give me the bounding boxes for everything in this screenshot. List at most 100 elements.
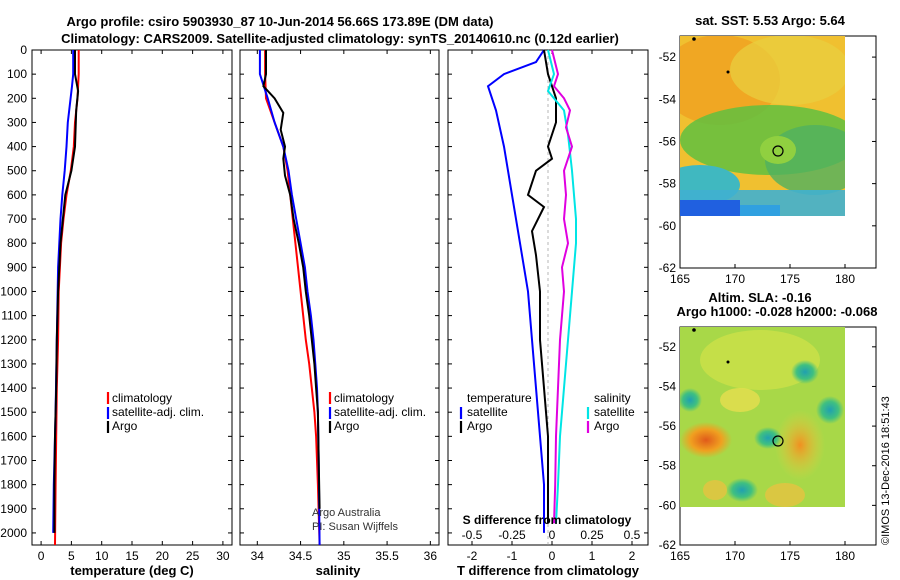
x-tick-label: 35 <box>337 549 351 563</box>
legend-label-satellite: satellite-adj. clim. <box>334 405 426 419</box>
x-tick-label: 0 <box>38 549 45 563</box>
x-tick-label: 35.5 <box>375 549 399 563</box>
x-tick-label: 36 <box>424 549 438 563</box>
sst-map-axes: 165 170 175 180 -52 -54 -56 -58 -60 -62 <box>659 50 876 286</box>
depth-tick-label: 1100 <box>1 309 27 323</box>
x-tick-label: -1 <box>507 549 518 563</box>
s-difference-axis: -0.5 -0.25 0 0.25 0.5 <box>462 528 641 542</box>
argo-position-marker <box>772 435 784 447</box>
x-tick-label: 1 <box>589 549 596 563</box>
salinity-plot-frame <box>239 49 440 546</box>
legend-label-t-argo: Argo <box>467 419 493 433</box>
temperature-plot-frame <box>31 49 233 546</box>
x-tick-label: -2 <box>467 549 478 563</box>
difference-legend: temperature satellite Argo salinity sate… <box>459 391 635 433</box>
map-dot <box>692 37 696 41</box>
x-tick-label: 25 <box>186 549 200 563</box>
map-x-tick-label: 165 <box>670 549 690 563</box>
map-y-tick-label: -62 <box>659 261 677 275</box>
legend-label-argo: Argo <box>334 419 360 433</box>
temperature-series-argo <box>53 50 80 533</box>
s-difference-tick-label: 0.25 <box>580 528 604 542</box>
argo-position-marker <box>772 145 784 157</box>
map-x-tick-label: 180 <box>835 549 855 563</box>
map-y-tick-label: -58 <box>659 177 677 191</box>
s-difference-tick-label: 0.5 <box>624 528 641 542</box>
x-tick-label: 34.5 <box>289 549 313 563</box>
difference-series-s-satellite <box>546 49 577 524</box>
difference-x-axis: -2 -1 0 1 2 <box>467 50 636 563</box>
s-difference-tick-label: -0.5 <box>462 528 483 542</box>
sst-map-field <box>680 36 845 216</box>
depth-tick-label: 1600 <box>0 429 27 443</box>
salinity-series-climatology <box>264 50 321 546</box>
credit-argo-australia: Argo Australia <box>312 507 381 519</box>
x-tick-label: 30 <box>216 549 230 563</box>
depth-tick-label: 1900 <box>0 502 27 516</box>
depth-tick-label: 1300 <box>0 357 27 371</box>
x-tick-label: 2 <box>629 549 636 563</box>
legend-label-climatology: climatology <box>334 391 394 405</box>
salinity-x-axis: 34 34.5 35 35.5 36 <box>251 50 438 563</box>
figure-title-line2: Climatology: CARS2009. Satellite-adjuste… <box>61 31 619 46</box>
x-tick-label: 20 <box>156 549 170 563</box>
depth-tick-label: 1700 <box>0 453 27 467</box>
x-tick-label: 34 <box>251 549 265 563</box>
difference-series-t-argo <box>526 49 557 524</box>
sst-map-title: sat. SST: 5.53 Argo: 5.64 <box>695 13 846 28</box>
depth-tick-label: 1500 <box>0 405 27 419</box>
map-y-tick-label: -52 <box>659 340 677 354</box>
depth-tick-label: 0 <box>20 43 27 57</box>
depth-tick-label: 1800 <box>0 478 27 492</box>
salinity-xlabel: salinity <box>316 563 362 578</box>
salinity-series <box>258 50 321 546</box>
map-y-tick-label: -56 <box>659 419 677 433</box>
legend-label-t-satellite: satellite <box>467 405 508 419</box>
legend-label-climatology: climatology <box>112 391 172 405</box>
depth-tick-label: 900 <box>7 260 27 274</box>
x-tick-label: 10 <box>95 549 109 563</box>
map-x-tick-label: 175 <box>780 549 800 563</box>
map-y-tick-label: -60 <box>659 498 677 512</box>
depth-tick-label: 800 <box>7 236 27 250</box>
temperature-xlabel: temperature (deg C) <box>70 563 194 578</box>
sla-map-field <box>680 327 845 507</box>
legend-label-s-argo: Argo <box>594 419 620 433</box>
map-y-tick-label: -62 <box>659 538 677 552</box>
depth-tick-label: 2000 <box>0 526 27 540</box>
map-y-tick-label: -54 <box>659 379 677 393</box>
depth-tick-label: 1000 <box>0 284 27 298</box>
salinity-series-satellite-adj-clim- <box>258 50 321 546</box>
depth-axis: 0 100 200 300 400 500 600 700 800 900 1000 1100 1200… <box>0 43 648 540</box>
x-tick-label: 0 <box>549 549 556 563</box>
depth-tick-label: 600 <box>7 188 27 202</box>
x-tick-label: 15 <box>125 549 139 563</box>
difference-series-s-argo <box>551 49 574 524</box>
depth-tick-label: 100 <box>7 67 27 81</box>
depth-tick-label: 300 <box>7 115 27 129</box>
map-x-tick-label: 165 <box>670 272 690 286</box>
depth-tick-label: 700 <box>7 212 27 226</box>
temperature-legend: climatology satellite-adj. clim. Argo <box>106 391 204 433</box>
depth-tick-label: 200 <box>7 91 27 105</box>
legend-label-argo: Argo <box>112 419 138 433</box>
legend-label-satellite: satellite-adj. clim. <box>112 405 204 419</box>
temperature-series <box>52 50 80 546</box>
depth-tick-label: 500 <box>7 164 27 178</box>
difference-series-t-satellite <box>486 49 545 533</box>
map-y-tick-label: -54 <box>659 92 677 106</box>
map-x-tick-label: 170 <box>725 272 745 286</box>
map-x-tick-label: 180 <box>835 272 855 286</box>
temperature-x-axis: 0 5 10 15 20 25 30 <box>38 50 230 563</box>
s-difference-tick-label: 0 <box>549 528 556 542</box>
map-y-tick-label: -56 <box>659 134 677 148</box>
figure-title-line1: Argo profile: csiro 5903930_87 10-Jun-20… <box>66 14 493 29</box>
legend-title-salinity: salinity <box>594 391 631 405</box>
legend-title-temperature: temperature <box>467 391 532 405</box>
difference-xlabel: T difference from climatology <box>457 563 640 578</box>
x-tick-label: 5 <box>68 549 75 563</box>
s-difference-label: S difference from climatology <box>463 513 632 527</box>
map-dot <box>726 360 730 364</box>
salinity-legend: climatology satellite-adj. clim. Argo <box>328 391 426 433</box>
